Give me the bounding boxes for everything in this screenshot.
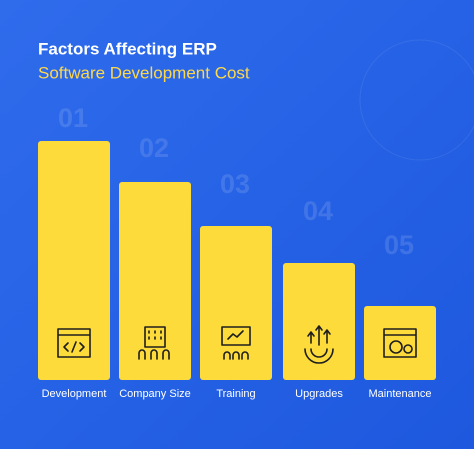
item-number: 01 (58, 103, 88, 133)
subtitle: Software Development Cost (38, 63, 250, 82)
item-label: Development (42, 388, 107, 400)
item-label: Company Size (119, 388, 191, 400)
item-bar (119, 182, 191, 380)
item-bar (38, 141, 110, 380)
item-icon (383, 328, 417, 358)
item-label: Upgrades (295, 388, 343, 400)
item-number: 05 (384, 230, 414, 260)
item-number: 02 (139, 133, 169, 163)
item-icon (304, 325, 334, 364)
item-label: Training (216, 388, 255, 400)
decor-circle (359, 39, 474, 161)
item-number: 04 (303, 196, 333, 226)
item-icon (57, 328, 91, 358)
factor-list: 01 Development 02 Company Size 03 Training 04 U… (38, 103, 436, 400)
item-bar (283, 263, 355, 380)
item-bar (200, 226, 272, 380)
item-label: Maintenance (369, 388, 432, 400)
title: Factors Affecting ERP (38, 39, 217, 58)
item-icon (138, 326, 170, 360)
item-number: 03 (220, 169, 250, 199)
item-icon (221, 326, 251, 360)
